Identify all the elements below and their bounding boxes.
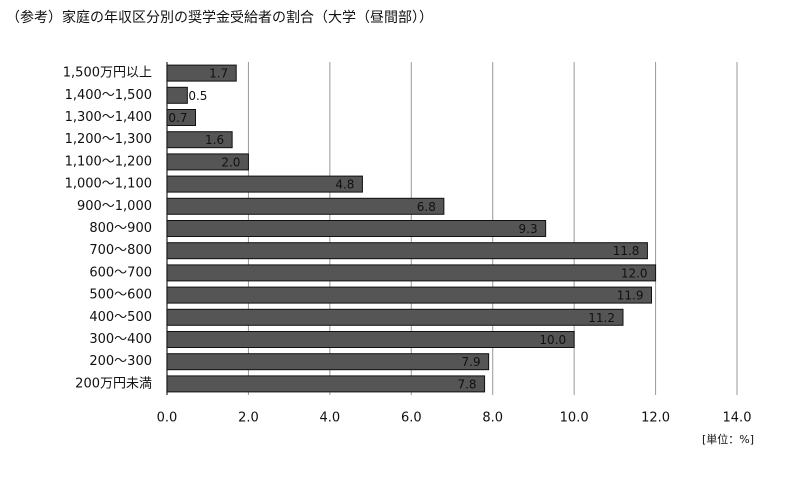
bar: [166, 308, 624, 326]
value-label: 12.0: [621, 266, 648, 280]
bar: [166, 131, 233, 149]
bar: [166, 197, 445, 215]
y-tick-label: 300～400: [89, 332, 152, 347]
bar: [166, 375, 486, 393]
value-label: 11.9: [617, 289, 644, 303]
unit-label: [単位：%]: [702, 432, 754, 446]
value-label: 9.3: [519, 222, 538, 236]
y-tick-label: 1,100～1,200: [65, 154, 152, 169]
value-label: 1.6: [205, 133, 224, 147]
x-tick-label: 4.0: [320, 411, 341, 426]
y-tick-label: 1,500万円以上: [63, 66, 152, 81]
y-tick-label: 1,300～1,400: [65, 110, 152, 125]
bar: [166, 264, 657, 282]
value-label: 7.8: [457, 377, 476, 391]
value-label: 11.8: [613, 244, 640, 258]
x-tick-label: 2.0: [238, 411, 259, 426]
bar: [166, 153, 249, 171]
value-label: 0.7: [168, 111, 187, 125]
y-tick-label: 700～800: [89, 243, 152, 258]
bar: [166, 353, 490, 371]
y-tick-label: 400～500: [89, 310, 152, 325]
bar: [166, 220, 547, 237]
y-tick-label: 1,400～1,500: [65, 88, 152, 103]
bar: [166, 242, 648, 260]
x-tick-label: 6.0: [401, 411, 422, 426]
value-label: 4.8: [335, 178, 354, 192]
y-tick-label: 1,200～1,300: [65, 132, 152, 147]
value-label: 11.2: [588, 311, 615, 325]
x-tick-label: 10.0: [560, 411, 589, 426]
x-tick-label: 0.0: [157, 411, 178, 426]
y-tick-label: 200～300: [89, 354, 152, 369]
x-tick-label: 8.0: [482, 411, 503, 426]
value-label: 10.0: [539, 333, 566, 347]
x-tick-label: 12.0: [641, 411, 670, 426]
bar: [166, 109, 196, 126]
value-label: 2.0: [221, 155, 240, 169]
bar: [166, 64, 237, 82]
value-label: 6.8: [417, 200, 436, 214]
value-label: 7.9: [462, 355, 481, 369]
y-tick-label: 600～700: [89, 265, 152, 280]
y-tick-label: 900～1,000: [77, 199, 152, 214]
bar: [166, 331, 575, 348]
bar: [166, 86, 188, 104]
bar: [166, 286, 652, 304]
y-tick-label: 800～900: [89, 221, 152, 236]
y-tick-label: 200万円未満: [75, 376, 152, 391]
chart-title: （参考）家庭の年収区分別の奨学金受給者の割合（大学（昼間部））: [6, 9, 433, 26]
bar: [166, 175, 363, 193]
value-label: 1.7: [209, 67, 228, 81]
y-tick-label: 1,000～1,100: [65, 177, 152, 192]
y-tick-label: 500～600: [89, 288, 152, 303]
value-label: 0.5: [188, 89, 207, 103]
x-tick-label: 14.0: [723, 411, 752, 426]
